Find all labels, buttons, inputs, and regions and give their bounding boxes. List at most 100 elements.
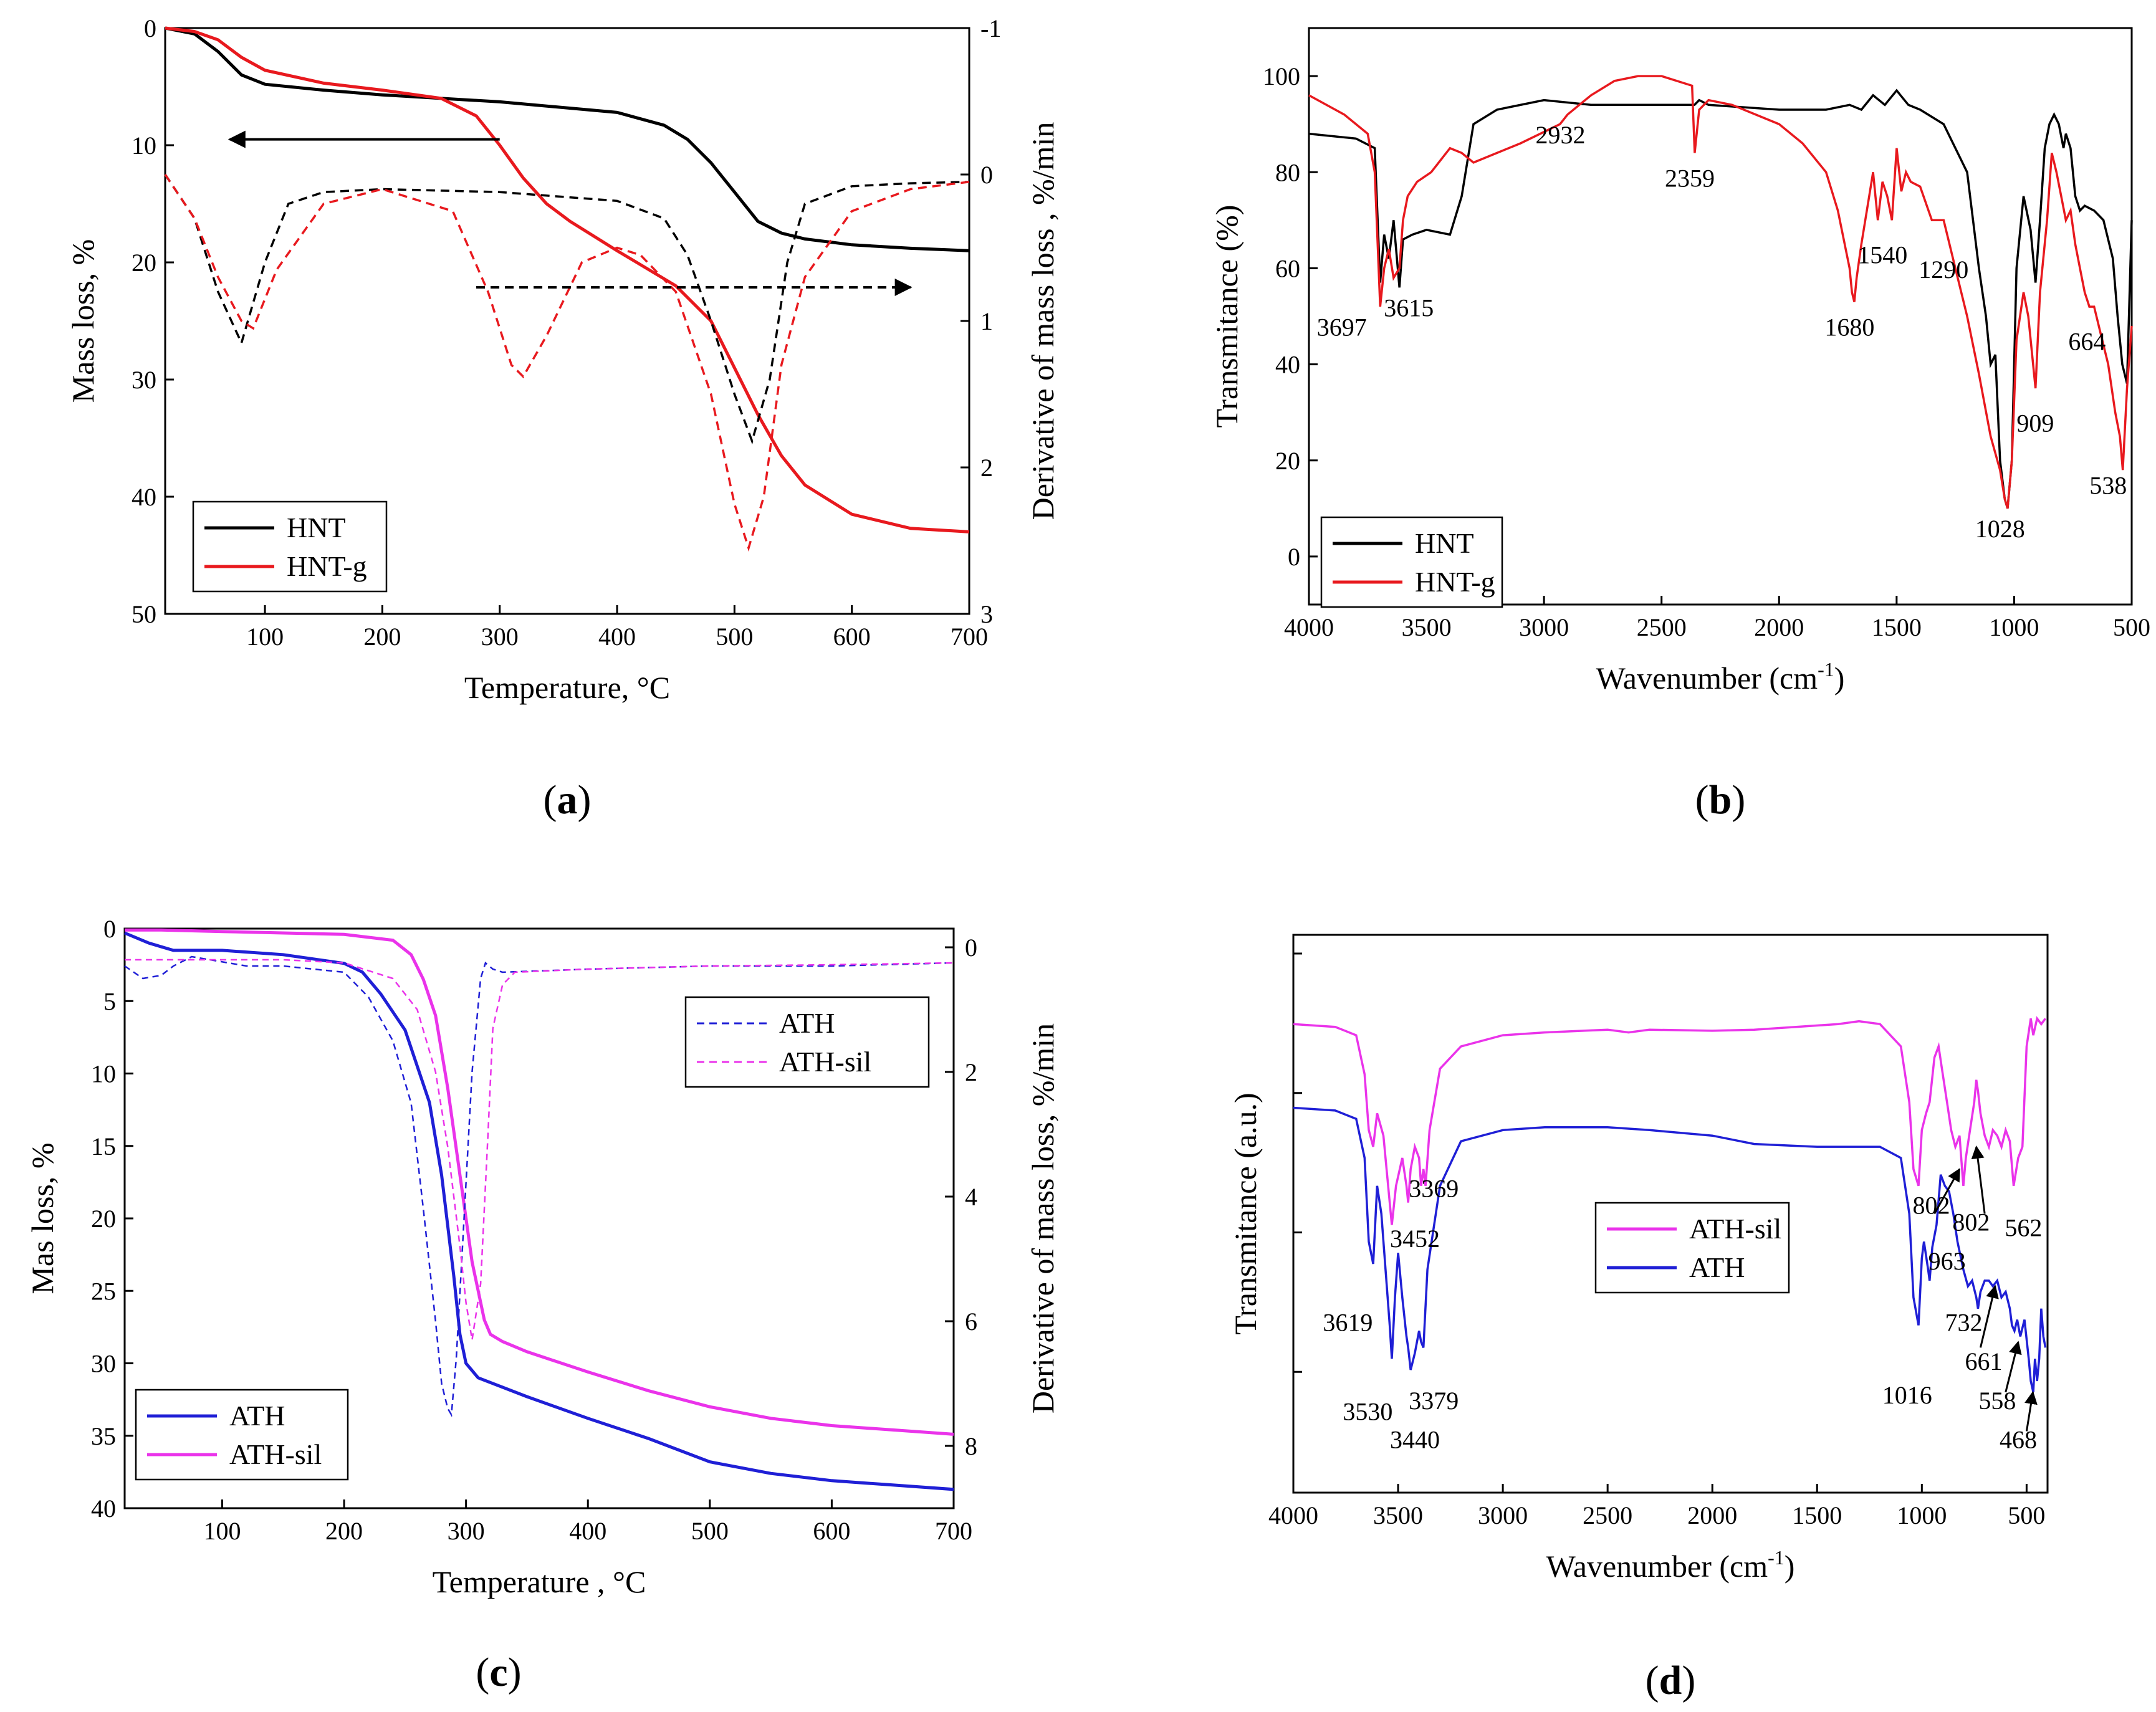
panel-a-ytick-label: 30: [132, 366, 156, 394]
panel-d-xtick-label: 2500: [1583, 1501, 1632, 1529]
panel-d-peak-label: 558: [1978, 1387, 2016, 1415]
panel-b-peak-label: 909: [2016, 409, 2054, 438]
panel-c-y2tick-label: 4: [965, 1183, 977, 1211]
panel-c-ytick-label: 0: [103, 915, 116, 943]
panel-b-legend-label: HNT: [1415, 527, 1474, 559]
panel-b-ytick-label: 60: [1275, 254, 1300, 282]
panel-c-y2tick-label: 2: [965, 1058, 977, 1086]
panel-c-legend-dashed: [684, 996, 930, 1088]
panel-b-peak-label: 538: [2089, 472, 2127, 500]
panel-d-xtick-label: 500: [2008, 1501, 2045, 1529]
panel-c-y2tick-label: 6: [965, 1308, 977, 1336]
panel-b-legend-label: HNT-g: [1415, 566, 1495, 598]
panel-c-ytick-label: 25: [91, 1277, 116, 1305]
panel-a: 100 200 300 400 500 600 700 0 10 20 30 40 50 -1 0 1 2 3 HN…: [65, 14, 1060, 823]
panel-b-xtick-label: 3500: [1402, 613, 1452, 641]
panel-a-y2tick-label: 3: [980, 600, 993, 628]
panel-a-series-hnt-g: [165, 26, 970, 533]
panel-d-peak-label: 732: [1945, 1308, 1983, 1336]
panel-c-ytick-label: 15: [91, 1132, 116, 1160]
panel-c-ytick-label: 30: [91, 1350, 116, 1378]
panel-b-xtick-label: 2500: [1637, 613, 1687, 641]
panel-d-arrow-4: [2024, 1390, 2038, 1432]
panel-a-legend: [192, 500, 388, 593]
panel-a-xtick-label: 200: [363, 623, 401, 651]
panel-b-xtick-label: 2000: [1754, 613, 1804, 641]
panel-c-legend-solid: [135, 1389, 349, 1481]
panel-c-ytick-label: 40: [91, 1494, 116, 1523]
panel-b-peak-label: 1290: [1919, 256, 1968, 284]
panel-a-label: (a): [544, 777, 592, 823]
panel-a-xtick-label: 400: [598, 623, 636, 651]
panel-d-peak-label: 3379: [1409, 1387, 1459, 1415]
panel-d-ylabel: Transmitance (a.u.): [1228, 1093, 1263, 1334]
panel-a-xtick-label: 500: [716, 623, 753, 651]
panel-a-xtick-label: 100: [246, 623, 284, 651]
panel-b-ylabel: Transmitance (%): [1209, 205, 1244, 428]
panel-c-legend-solid-label: ATH: [229, 1400, 285, 1432]
panel-a-y2tick-label: -1: [980, 14, 1001, 42]
panel-c-series-ath: [124, 931, 954, 1491]
panel-d-peak-label: 562: [2005, 1213, 2042, 1241]
panel-a-y2tick-label: 0: [980, 161, 993, 189]
panel-a-series-hnt-derivative: [164, 174, 970, 445]
panel-c-series-ath-sil-derivative: [125, 959, 954, 1341]
panel-d-peak-label: 802: [1952, 1208, 1990, 1236]
panel-d-peak-label: 3440: [1390, 1425, 1440, 1453]
panel-d-series-ath: [1293, 1106, 2047, 1393]
panel-a-ylabel: Mass loss, %: [65, 239, 100, 403]
panel-d-xtick-label: 4000: [1268, 1501, 1318, 1529]
panel-d-xtick-label: 2000: [1687, 1501, 1737, 1529]
panel-a-legend-label: HNT-g: [287, 550, 367, 582]
panel-b-ytick-label: 80: [1275, 158, 1300, 186]
panel-b-frame: [1308, 27, 2133, 606]
panel-a-xtick-label: 600: [833, 623, 871, 651]
panel-c-series-ath-sil: [125, 928, 954, 1436]
panel-d-peak-label: 468: [2000, 1425, 2037, 1453]
panel-a-legend-label: HNT: [287, 512, 346, 543]
panel-b-series-hnt: [1308, 88, 2133, 509]
panel-d-xtick-label: 1000: [1897, 1501, 1947, 1529]
panel-c-xtick-label: 600: [813, 1517, 850, 1545]
panel-b-xtick-label: 4000: [1284, 613, 1334, 641]
panel-d-label: (d): [1646, 1658, 1696, 1703]
panel-a-y2label: Derivative of mass loss , %/min: [1025, 122, 1060, 520]
panel-c-ytick-label: 5: [103, 987, 116, 1015]
panel-c-legend-dashed-label: ATH: [779, 1007, 835, 1039]
panel-b-peak-label: 664: [2068, 327, 2106, 355]
panel-d-xtick-label: 3000: [1478, 1501, 1528, 1529]
panel-b-peak-label: 1680: [1824, 313, 1874, 341]
panel-d-peak-label: 1016: [1882, 1381, 1932, 1409]
panel-b-label: (b): [1695, 777, 1746, 823]
panel-b-ytick-label: 0: [1288, 543, 1300, 571]
panel-a-xtick-label: 300: [481, 623, 519, 651]
panel-b-ytick-label: 40: [1275, 351, 1300, 379]
panel-d-peak-label: 661: [1965, 1347, 2002, 1375]
panel-b-xtick-label: 500: [2113, 613, 2150, 641]
panel-b-ytick-label: 100: [1263, 62, 1300, 90]
panel-b-peak-label: 1540: [1857, 241, 1907, 269]
panel-d: 4000 3500 3000 2500 2000 1500 1000 500361935303…: [1228, 934, 2049, 1703]
panel-a-y2tick-label: 2: [980, 454, 993, 482]
panel-c-legend-solid-label: ATH-sil: [229, 1438, 322, 1470]
panel-b-peak-label: 2932: [1536, 121, 1586, 149]
panel-d-series-ath-sil: [1293, 1016, 2046, 1225]
panel-c-series-ath-derivative: [124, 955, 954, 1417]
panel-b-peak-label: 1028: [1975, 515, 2025, 543]
panel-c-label: (c): [476, 1650, 521, 1695]
panel-d-arrow-1: [1971, 1145, 1986, 1214]
panel-d-legend-label: ATH-sil: [1689, 1213, 1781, 1245]
panel-c-ylabel: Mas loss, %: [25, 1142, 60, 1294]
panel-b-ytick-label: 20: [1275, 447, 1300, 475]
panel-c-ytick-label: 20: [91, 1205, 116, 1233]
panel-a-ytick-label: 20: [132, 249, 156, 277]
panel-d-arrow-0: [1933, 1168, 1961, 1215]
panel-a-ytick-label: 0: [144, 14, 156, 42]
panel-c-xlabel: Temperature , °C: [433, 1564, 646, 1599]
panel-d-peak-label: 3619: [1323, 1308, 1373, 1336]
panel-c-xtick-label: 700: [935, 1517, 972, 1545]
panel-c-xtick-label: 100: [203, 1517, 241, 1545]
panel-c-xtick-label: 200: [325, 1517, 363, 1545]
panel-d-xlabel: Wavenumber (cm-1): [1546, 1546, 1795, 1584]
panel-d-peak-label: 963: [1928, 1247, 1966, 1275]
